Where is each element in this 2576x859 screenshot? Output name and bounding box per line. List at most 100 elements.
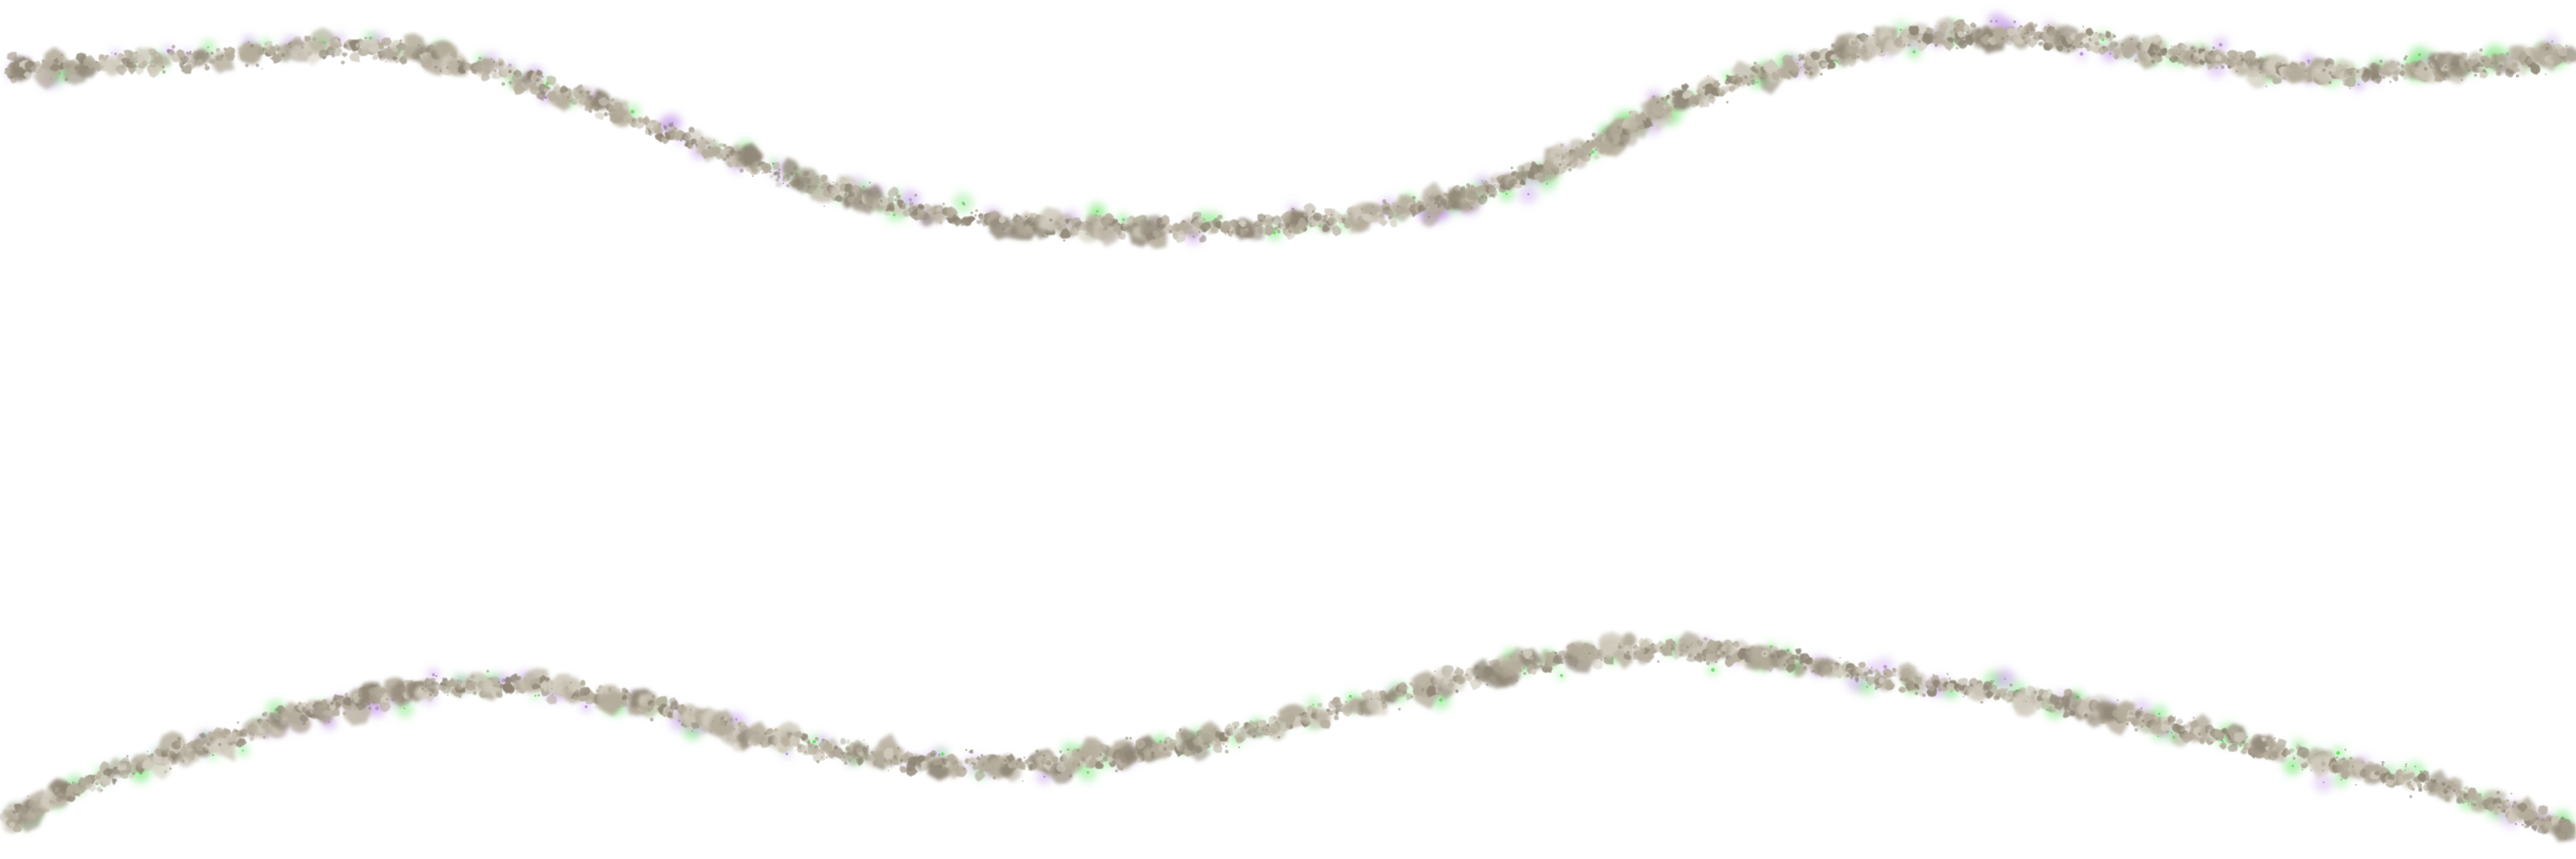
pebble-icon — [385, 61, 386, 63]
sparkle-icon — [1527, 192, 1530, 196]
pebble-icon — [1467, 194, 1469, 197]
pebble-icon — [140, 772, 143, 775]
pebble-icon — [1238, 219, 1246, 228]
sparkle-icon — [2157, 735, 2160, 738]
pebble-icon — [823, 205, 825, 208]
pebble-icon — [2176, 55, 2184, 64]
pebble-icon — [2009, 683, 2013, 687]
pebble-icon — [993, 776, 996, 780]
sparkle-icon — [785, 752, 788, 756]
pebble-icon — [1825, 50, 1836, 64]
pebble-icon — [252, 45, 264, 58]
pebble-icon — [7, 52, 17, 61]
pebble-icon — [1943, 40, 1954, 52]
pebble-icon — [816, 760, 820, 764]
sparkle-icon — [2340, 778, 2342, 781]
pebble-icon — [1411, 696, 1413, 698]
pebble-icon — [942, 202, 945, 205]
pebble-icon — [204, 65, 210, 71]
pebble-icon — [657, 122, 662, 128]
pebble-icon — [1926, 27, 1935, 34]
sparkle-icon — [1590, 149, 1595, 154]
sparkle-icon — [2141, 707, 2143, 710]
pebble-icon — [1957, 31, 1966, 38]
pebble-icon — [1856, 34, 1861, 40]
pebble-icon — [387, 46, 391, 49]
pebble-icon — [2102, 46, 2105, 49]
pebble-icon — [2075, 34, 2082, 40]
pebble-icon — [1382, 199, 1387, 204]
pebble-icon — [981, 753, 983, 757]
pebble-icon — [1581, 141, 1591, 151]
pebble-icon — [262, 46, 266, 52]
pebble-icon — [1265, 224, 1276, 236]
pebble-icon — [2201, 51, 2206, 56]
pebble-icon — [1160, 229, 1164, 234]
pebble-icon — [2092, 46, 2100, 55]
pebble-icon — [2221, 739, 2223, 741]
pebble-icon — [450, 51, 458, 59]
pebble-icon — [2530, 61, 2541, 75]
pebble-icon — [975, 209, 978, 212]
pebble-icon — [142, 60, 149, 66]
pebble-icon — [1389, 219, 1398, 228]
pebble-icon — [2545, 46, 2549, 51]
pebble-icon — [1516, 182, 1518, 185]
pebble-icon — [1856, 55, 1860, 58]
pebble-icon — [147, 750, 149, 752]
sparkle-icon — [1481, 180, 1483, 182]
pebble-icon — [2344, 748, 2347, 751]
pebble-icon — [774, 171, 781, 176]
pebble-icon — [1922, 693, 1926, 698]
pebble-icon — [2409, 781, 2411, 783]
pebble-icon — [206, 52, 210, 56]
pebble-icon — [906, 767, 918, 777]
pebble-icon — [2509, 71, 2512, 74]
pebble-icon — [2151, 59, 2155, 64]
pebble-icon — [2442, 783, 2445, 786]
pebble-icon — [2045, 708, 2049, 711]
pebble-icon — [1687, 91, 1693, 97]
pebble-icon — [198, 734, 201, 736]
pebble-icon — [1874, 686, 1878, 691]
pebble-icon — [789, 171, 794, 176]
pebble-icon — [2293, 757, 2296, 760]
pebble-icon — [1645, 117, 1651, 123]
pebble-icon — [169, 767, 172, 771]
pebble-icon — [364, 36, 368, 40]
pebble-icon — [2322, 770, 2324, 772]
pebble-icon — [161, 70, 167, 74]
pebble-icon — [1334, 715, 1340, 721]
pebble-icon — [2404, 55, 2408, 58]
pebble-icon — [334, 698, 337, 701]
pebble-icon — [1163, 746, 1167, 752]
sparkle-icon — [1870, 667, 1873, 669]
pebble-icon — [2192, 716, 2195, 719]
pebble-icon — [499, 64, 517, 78]
pebble-icon — [1366, 708, 1369, 710]
pebble-icon — [2099, 34, 2102, 37]
pebble-icon — [2013, 20, 2016, 24]
pebble-icon — [182, 62, 185, 65]
pebble-icon — [695, 143, 698, 146]
pebble-icon — [1783, 663, 1787, 667]
pebble-icon — [816, 175, 818, 178]
pebble-icon — [1798, 58, 1801, 61]
pebble-icon — [1277, 735, 1280, 739]
sparkle-icon — [2291, 765, 2294, 767]
pebble-icon — [769, 174, 774, 179]
pebble-icon — [1618, 645, 1622, 649]
pebble-icon — [892, 208, 895, 210]
pebble-icon — [1118, 231, 1127, 240]
pebble-icon — [559, 85, 569, 94]
pebble-icon — [1023, 756, 1026, 759]
pebble-icon — [834, 194, 843, 203]
sparkle-icon — [2418, 53, 2421, 57]
pebble-icon — [100, 789, 103, 792]
pebble-icon — [1439, 198, 1448, 206]
pebble-icon — [1231, 721, 1240, 728]
pebble-icon — [1470, 206, 1473, 210]
pebble-icon — [769, 171, 772, 174]
pebble-icon — [1753, 63, 1761, 70]
pebble-icon — [421, 687, 424, 691]
